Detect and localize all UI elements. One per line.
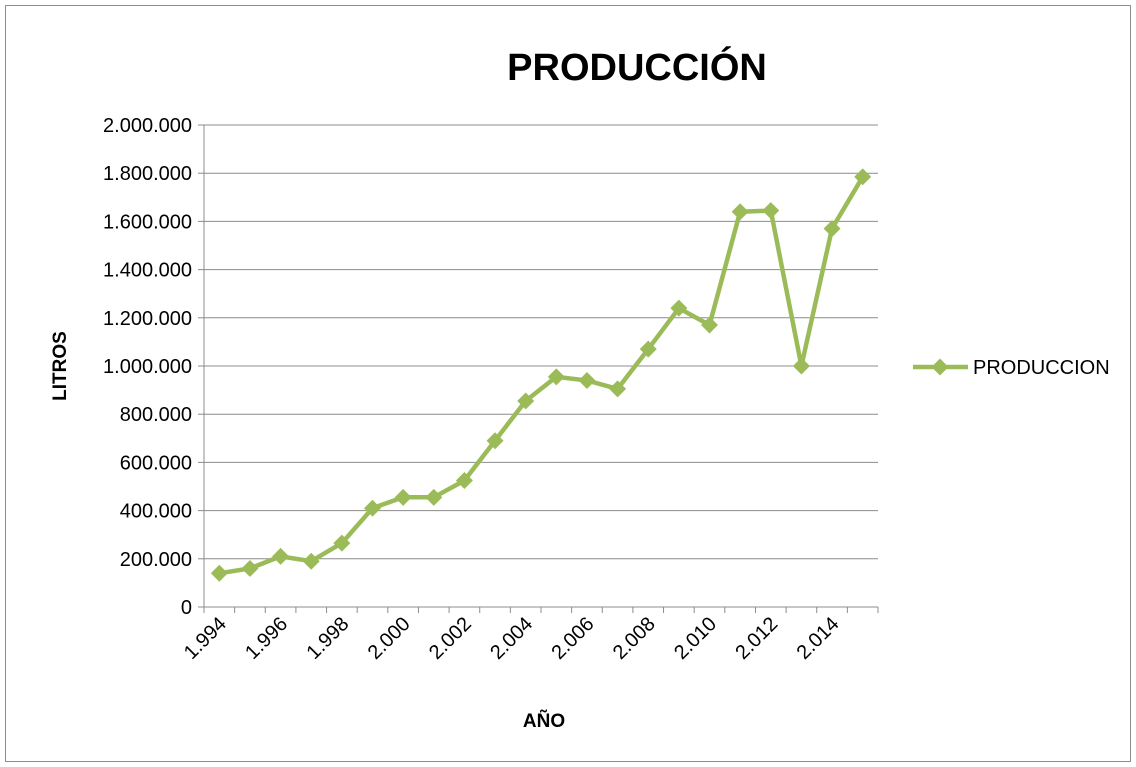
- data-point: [364, 499, 381, 517]
- x-tick-label: 2.002: [425, 613, 476, 664]
- data-point: [455, 471, 473, 489]
- x-tick-label: 1.994: [180, 613, 231, 664]
- x-tick-label: 2.010: [670, 613, 721, 664]
- y-tick-label: 1.800.000: [103, 163, 192, 185]
- y-tick-label: 1.600.000: [103, 211, 192, 233]
- data-point: [701, 316, 718, 334]
- series-line: [217, 174, 865, 576]
- y-tick-label: 1.400.000: [103, 260, 192, 282]
- x-tick-label: 2.000: [364, 613, 415, 664]
- series-layer: [210, 168, 872, 582]
- x-tick-label: 2.008: [609, 613, 660, 664]
- legend-label: PRODUCCION: [973, 357, 1110, 379]
- data-point: [609, 380, 627, 398]
- data-point: [517, 392, 535, 410]
- data-point: [394, 488, 412, 506]
- x-tick-label: 1.998: [302, 613, 353, 664]
- data-point: [792, 357, 810, 375]
- data-point: [333, 534, 351, 552]
- y-tick-label: 600.000: [120, 452, 192, 474]
- gridlines: [204, 124, 878, 560]
- y-axis-ticks: 0 200.000 400.000 600.000 800.000 1.000.000 1.…: [103, 115, 204, 619]
- x-tick-label: 2.012: [731, 613, 782, 664]
- data-point: [854, 168, 872, 186]
- x-tick-label: 2.014: [793, 613, 844, 664]
- y-tick-label: 400.000: [120, 501, 192, 523]
- chart-title: PRODUCCIÓN: [507, 45, 767, 89]
- legend-marker: [931, 358, 949, 376]
- data-point: [578, 371, 596, 389]
- x-tick-label: 1.996: [241, 613, 292, 664]
- y-tick-label: 2.000.000: [103, 115, 192, 137]
- data-point: [547, 368, 565, 386]
- data-point: [639, 340, 657, 358]
- data-point: [272, 547, 290, 565]
- y-tick-label: 200.000: [120, 549, 192, 571]
- data-point: [762, 202, 780, 220]
- data-point: [425, 488, 443, 506]
- legend: PRODUCCION: [913, 357, 1110, 379]
- y-axis-title: LITROS: [50, 331, 71, 401]
- y-tick-label: 0: [181, 597, 192, 619]
- data-point: [302, 552, 320, 570]
- data-point: [241, 559, 259, 577]
- x-axis-title: AÑO: [523, 710, 565, 732]
- data-point: [210, 564, 228, 582]
- data-point: [823, 220, 841, 238]
- y-tick-label: 1.000.000: [103, 356, 192, 378]
- chart-frame: [5, 5, 1131, 762]
- x-tick-label: 2.004: [486, 613, 537, 664]
- data-point: [731, 203, 749, 221]
- x-axis-ticks: 1.994 1.996 1.998 2.000 2.002 2.004 2.006 2.008…: [180, 607, 879, 664]
- y-tick-label: 1.200.000: [103, 308, 192, 330]
- x-tick-label: 2.006: [548, 613, 599, 664]
- data-point: [670, 299, 688, 317]
- y-tick-label: 800.000: [120, 404, 192, 426]
- data-point: [486, 432, 504, 450]
